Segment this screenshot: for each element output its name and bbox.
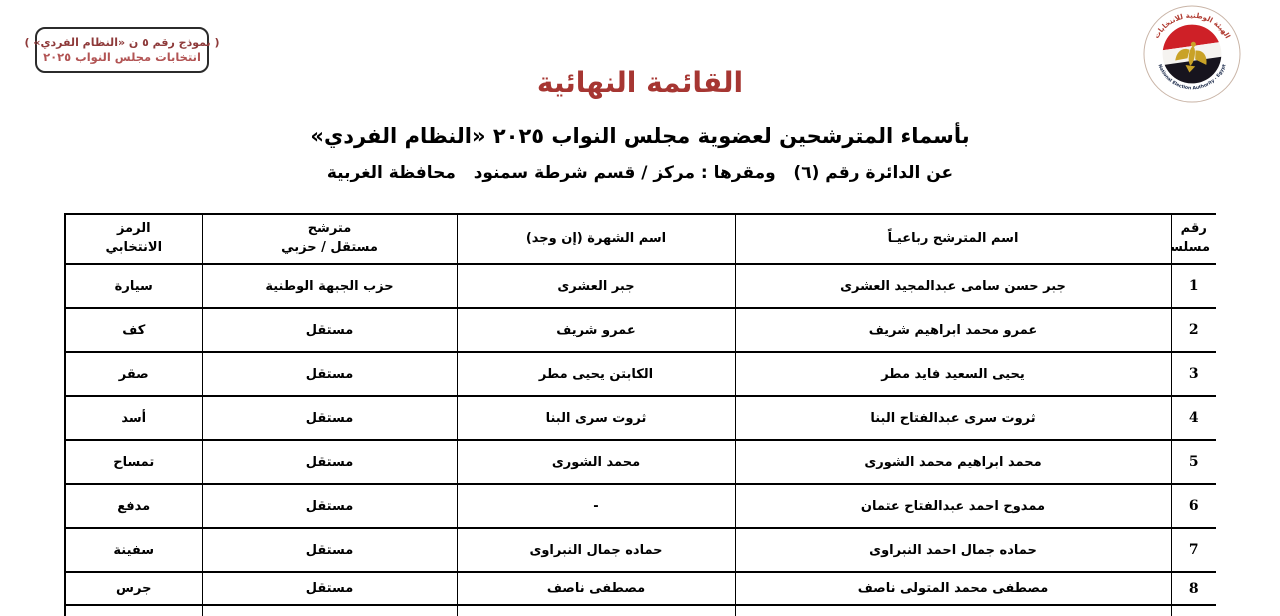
cell-party-status: مستقل [201,307,458,353]
cell-nickname: مصطفى ناصف [456,571,736,606]
cell-candidate-name [734,604,1172,616]
cell-serial-number [1170,604,1216,616]
cell-electoral-symbol: سفينة [64,527,203,573]
cell-nickname: عمرو شريف [456,307,736,353]
cell-serial-number: 1 [1170,263,1216,309]
col-header-symbol-line2: الانتخابي [105,240,163,255]
cell-candidate-name: ثروت سرى عبدالفتاح البنا [734,395,1172,441]
cell-nickname: محمد الشورى [456,439,736,485]
cell-party-status: مستقل [201,483,458,529]
cell-nickname: حماده جمال النبراوى [456,527,736,573]
col-header-party-line2: مستقل / حزبي [281,240,378,255]
cell-candidate-name: يحيى السعيد فايد مطر [734,351,1172,397]
cell-candidate-name: جبر حسن سامى عبدالمجيد العشرى [734,263,1172,309]
table-row: 2 عمرو محمد ابراهيم شريف عمرو شريف مستقل… [64,307,1216,353]
cell-electoral-symbol: أسد [64,395,203,441]
cell-candidate-name: محمد ابراهيم محمد الشورى [734,439,1172,485]
table-row: 7 حماده جمال احمد النبراوى حماده جمال ال… [64,527,1216,573]
cell-serial-number: 3 [1170,351,1216,397]
cell-electoral-symbol: صقر [64,351,203,397]
cell-party-status [201,604,458,616]
cell-nickname: - [456,483,736,529]
cell-serial-number: 6 [1170,483,1216,529]
cell-serial-number: 7 [1170,527,1216,573]
candidates-table-wrap: رقم مسلسل اسم المترشح رباعيـاً اسم الشهر… [64,213,1216,616]
cell-electoral-symbol: سيارة [64,263,203,309]
subtitle-district-line: عن الدائرة رقم (٦) ومقرها : مركز / قسم ش… [326,163,954,183]
cell-serial-number: 8 [1170,571,1216,606]
cell-nickname: جبر العشرى [456,263,736,309]
cell-electoral-symbol: كف [64,307,203,353]
cell-electoral-symbol: تمساح [64,439,203,485]
col-header-serial-line1: رقم [1180,221,1207,237]
table-body: 1 جبر حسن سامى عبدالمجيد العشرى جبر العش… [64,263,1216,616]
cell-serial-number: 5 [1170,439,1216,485]
cell-electoral-symbol: جرس [64,571,203,606]
cell-candidate-name: ممدوح احمد عبدالفتاح عتمان [734,483,1172,529]
table-row: 4 ثروت سرى عبدالفتاح البنا ثروت سرى البن… [64,395,1216,441]
table-row-partial [64,604,1216,616]
cell-nickname: ثروت سرى البنا [456,395,736,441]
col-header-nickname: اسم الشهرة (إن وجد) [456,213,736,265]
candidates-table: رقم مسلسل اسم المترشح رباعيـاً اسم الشهر… [64,213,1216,616]
cell-serial-number: 4 [1170,395,1216,441]
eagle-icon [1175,41,1207,73]
nea-logo-icon: الهيئة الوطنية للانتخابات National Elect… [1143,5,1241,103]
table-row: 3 يحيى السعيد فايد مطر الكابتن يحيى مطر … [64,351,1216,397]
cell-electoral-symbol [64,604,203,616]
table-row: 5 محمد ابراهيم محمد الشورى محمد الشورى م… [64,439,1216,485]
form-number-text: ( نموذج رقم ٥ ن «النظام الفردي» ) [24,36,220,49]
cell-party-status: مستقل [201,439,458,485]
table-row: 1 جبر حسن سامى عبدالمجيد العشرى جبر العش… [64,263,1216,309]
col-header-party-line1: مترشح [307,221,352,237]
page-title: القائمة النهائية [536,66,744,99]
cell-candidate-name: مصطفى محمد المتولى ناصف [734,571,1172,606]
table-row: 8 مصطفى محمد المتولى ناصف مصطفى ناصف مست… [64,571,1216,606]
col-header-serial: رقم مسلسل [1170,213,1216,265]
col-header-party-status: مترشح مستقل / حزبي [201,213,458,265]
col-header-symbol-line1: الرمز [116,221,151,237]
cell-candidate-name: عمرو محمد ابراهيم شريف [734,307,1172,353]
cell-nickname: الكابتن يحيى مطر [456,351,736,397]
cell-serial-number: 2 [1170,307,1216,353]
col-header-serial-line2: مسلسل [1171,240,1210,255]
cell-party-status: حزب الجبهة الوطنية [201,263,458,309]
table-header-row: رقم مسلسل اسم المترشح رباعيـاً اسم الشهر… [64,213,1216,265]
col-header-electoral-symbol: الرمز الانتخابي [64,213,203,265]
cell-nickname [456,604,736,616]
cell-party-status: مستقل [201,527,458,573]
cell-electoral-symbol: مدفع [64,483,203,529]
cell-party-status: مستقل [201,395,458,441]
col-header-candidate-name: اسم المترشح رباعيـاً [734,213,1172,265]
cell-party-status: مستقل [201,571,458,606]
form-election-year-text: انتخابات مجلس النواب ٢٠٢٥ [43,50,201,64]
cell-party-status: مستقل [201,351,458,397]
table-row: 6 ممدوح احمد عبدالفتاح عتمان - مستقل مدف… [64,483,1216,529]
national-election-authority-logo: الهيئة الوطنية للانتخابات National Elect… [1143,5,1241,103]
cell-candidate-name: حماده جمال احمد النبراوى [734,527,1172,573]
subtitle-candidates-line: بأسماء المترشحين لعضوية مجلس النواب ٢٠٢٥… [310,124,970,148]
form-number-box: ( نموذج رقم ٥ ن «النظام الفردي» ) انتخاب… [24,27,220,73]
